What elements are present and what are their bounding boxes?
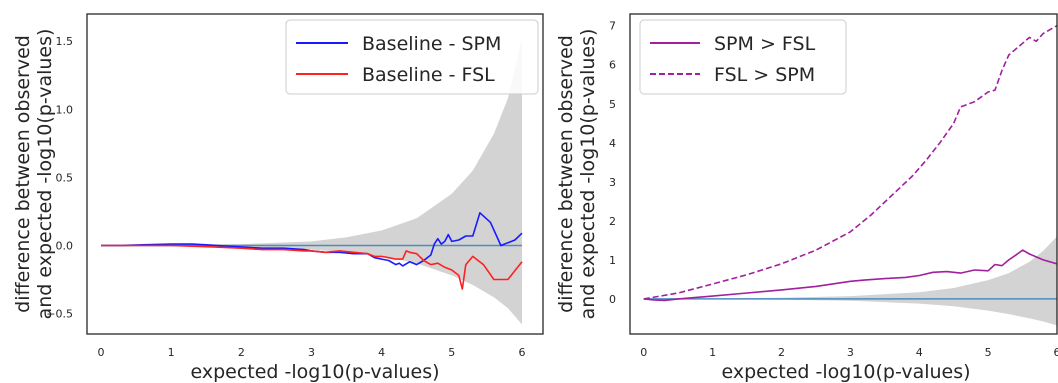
y-tick-label: 0 [609, 293, 616, 306]
y-axis-label: difference between observed and expected… [12, 29, 56, 320]
x-tick-label: 5 [448, 346, 455, 359]
legend-label-baseline-spm: Baseline - SPM [362, 33, 501, 55]
y-tick-label: 1.5 [56, 35, 74, 48]
y-tick-label: 0.0 [56, 239, 74, 252]
x-tick-label: 2 [778, 346, 785, 359]
axes-frame-left [86, 13, 544, 335]
y-tick-label: 6 [609, 59, 616, 72]
legend-box [639, 19, 847, 95]
y-tick-label: 3 [609, 176, 616, 189]
x-axis-label: expected -log10(p-values) [190, 361, 439, 383]
series-line-baseline-spm [101, 212, 523, 267]
y-tick-label: 0.5 [56, 171, 74, 184]
legend-left: Baseline - SPM Baseline - FSL [285, 19, 539, 95]
y-axis-label-line-2: and expected -log10(p-values) [34, 29, 56, 320]
x-tick-labels-left: 0 1 2 3 4 5 6 [98, 346, 526, 359]
y-tick-labels-left: −0.5 0.0 0.5 1.0 1.5 [46, 35, 73, 320]
x-tick-label: 1 [709, 346, 716, 359]
y-tick-label: 4 [609, 137, 616, 150]
y-tick-labels-right: 0 1 2 3 4 5 6 7 [609, 20, 616, 306]
y-axis-label: difference between observed and expected… [555, 29, 599, 320]
x-tick-label: 4 [916, 346, 923, 359]
y-tick-label: 1 [609, 254, 616, 267]
y-axis-label-line-2: and expected -log10(p-values) [577, 29, 599, 320]
y-tick-label: 5 [609, 98, 616, 111]
panel-right: 0 1 2 3 4 5 6 0 1 2 3 4 5 6 7 expected -log10(p-value… [555, 13, 1058, 383]
series-line-fsl-gt-spm [643, 25, 1057, 300]
x-tick-label: 3 [847, 346, 854, 359]
y-tick-label: −0.5 [46, 308, 73, 321]
series-line-baseline-fsl [101, 244, 523, 290]
legend-label-spm-gt-fsl: SPM > FSL [714, 33, 816, 55]
x-tick-label: 0 [98, 346, 105, 359]
y-tick-label: 7 [609, 20, 616, 33]
x-tick-labels-right: 0 1 2 3 4 5 6 [640, 346, 1058, 359]
x-tick-label: 6 [1054, 346, 1058, 359]
plot-area-right [643, 25, 1057, 326]
series-line-spm-gt-fsl [643, 249, 1057, 302]
legend-box [285, 19, 539, 95]
confidence-band [643, 236, 1057, 326]
legend-label-baseline-fsl: Baseline - FSL [362, 64, 495, 86]
legend-label-fsl-gt-spm: FSL > SPM [714, 64, 815, 86]
x-tick-label: 6 [518, 346, 525, 359]
panel-left: 0 1 2 3 4 5 6 −0.5 0.0 0.5 1.0 1.5 expected -log10… [12, 13, 544, 383]
legend-right: SPM > FSL FSL > SPM [639, 19, 847, 95]
x-tick-label: 4 [378, 346, 385, 359]
y-axis-label-line-1: difference between observed [12, 35, 34, 313]
x-tick-label: 2 [238, 346, 245, 359]
y-axis-label-line-1: difference between observed [555, 35, 577, 313]
x-tick-label: 1 [168, 346, 175, 359]
y-tick-label: 2 [609, 215, 616, 228]
y-tick-label: 1.0 [56, 103, 74, 116]
x-axis-label: expected -log10(p-values) [721, 361, 970, 383]
x-tick-label: 0 [640, 346, 647, 359]
plot-area-left [101, 38, 523, 325]
axes-frame-right [629, 13, 1058, 335]
x-tick-label: 3 [308, 346, 315, 359]
x-tick-label: 5 [985, 346, 992, 359]
